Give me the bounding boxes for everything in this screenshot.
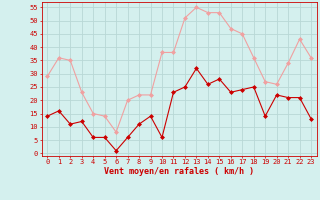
X-axis label: Vent moyen/en rafales ( km/h ): Vent moyen/en rafales ( km/h ) xyxy=(104,167,254,176)
